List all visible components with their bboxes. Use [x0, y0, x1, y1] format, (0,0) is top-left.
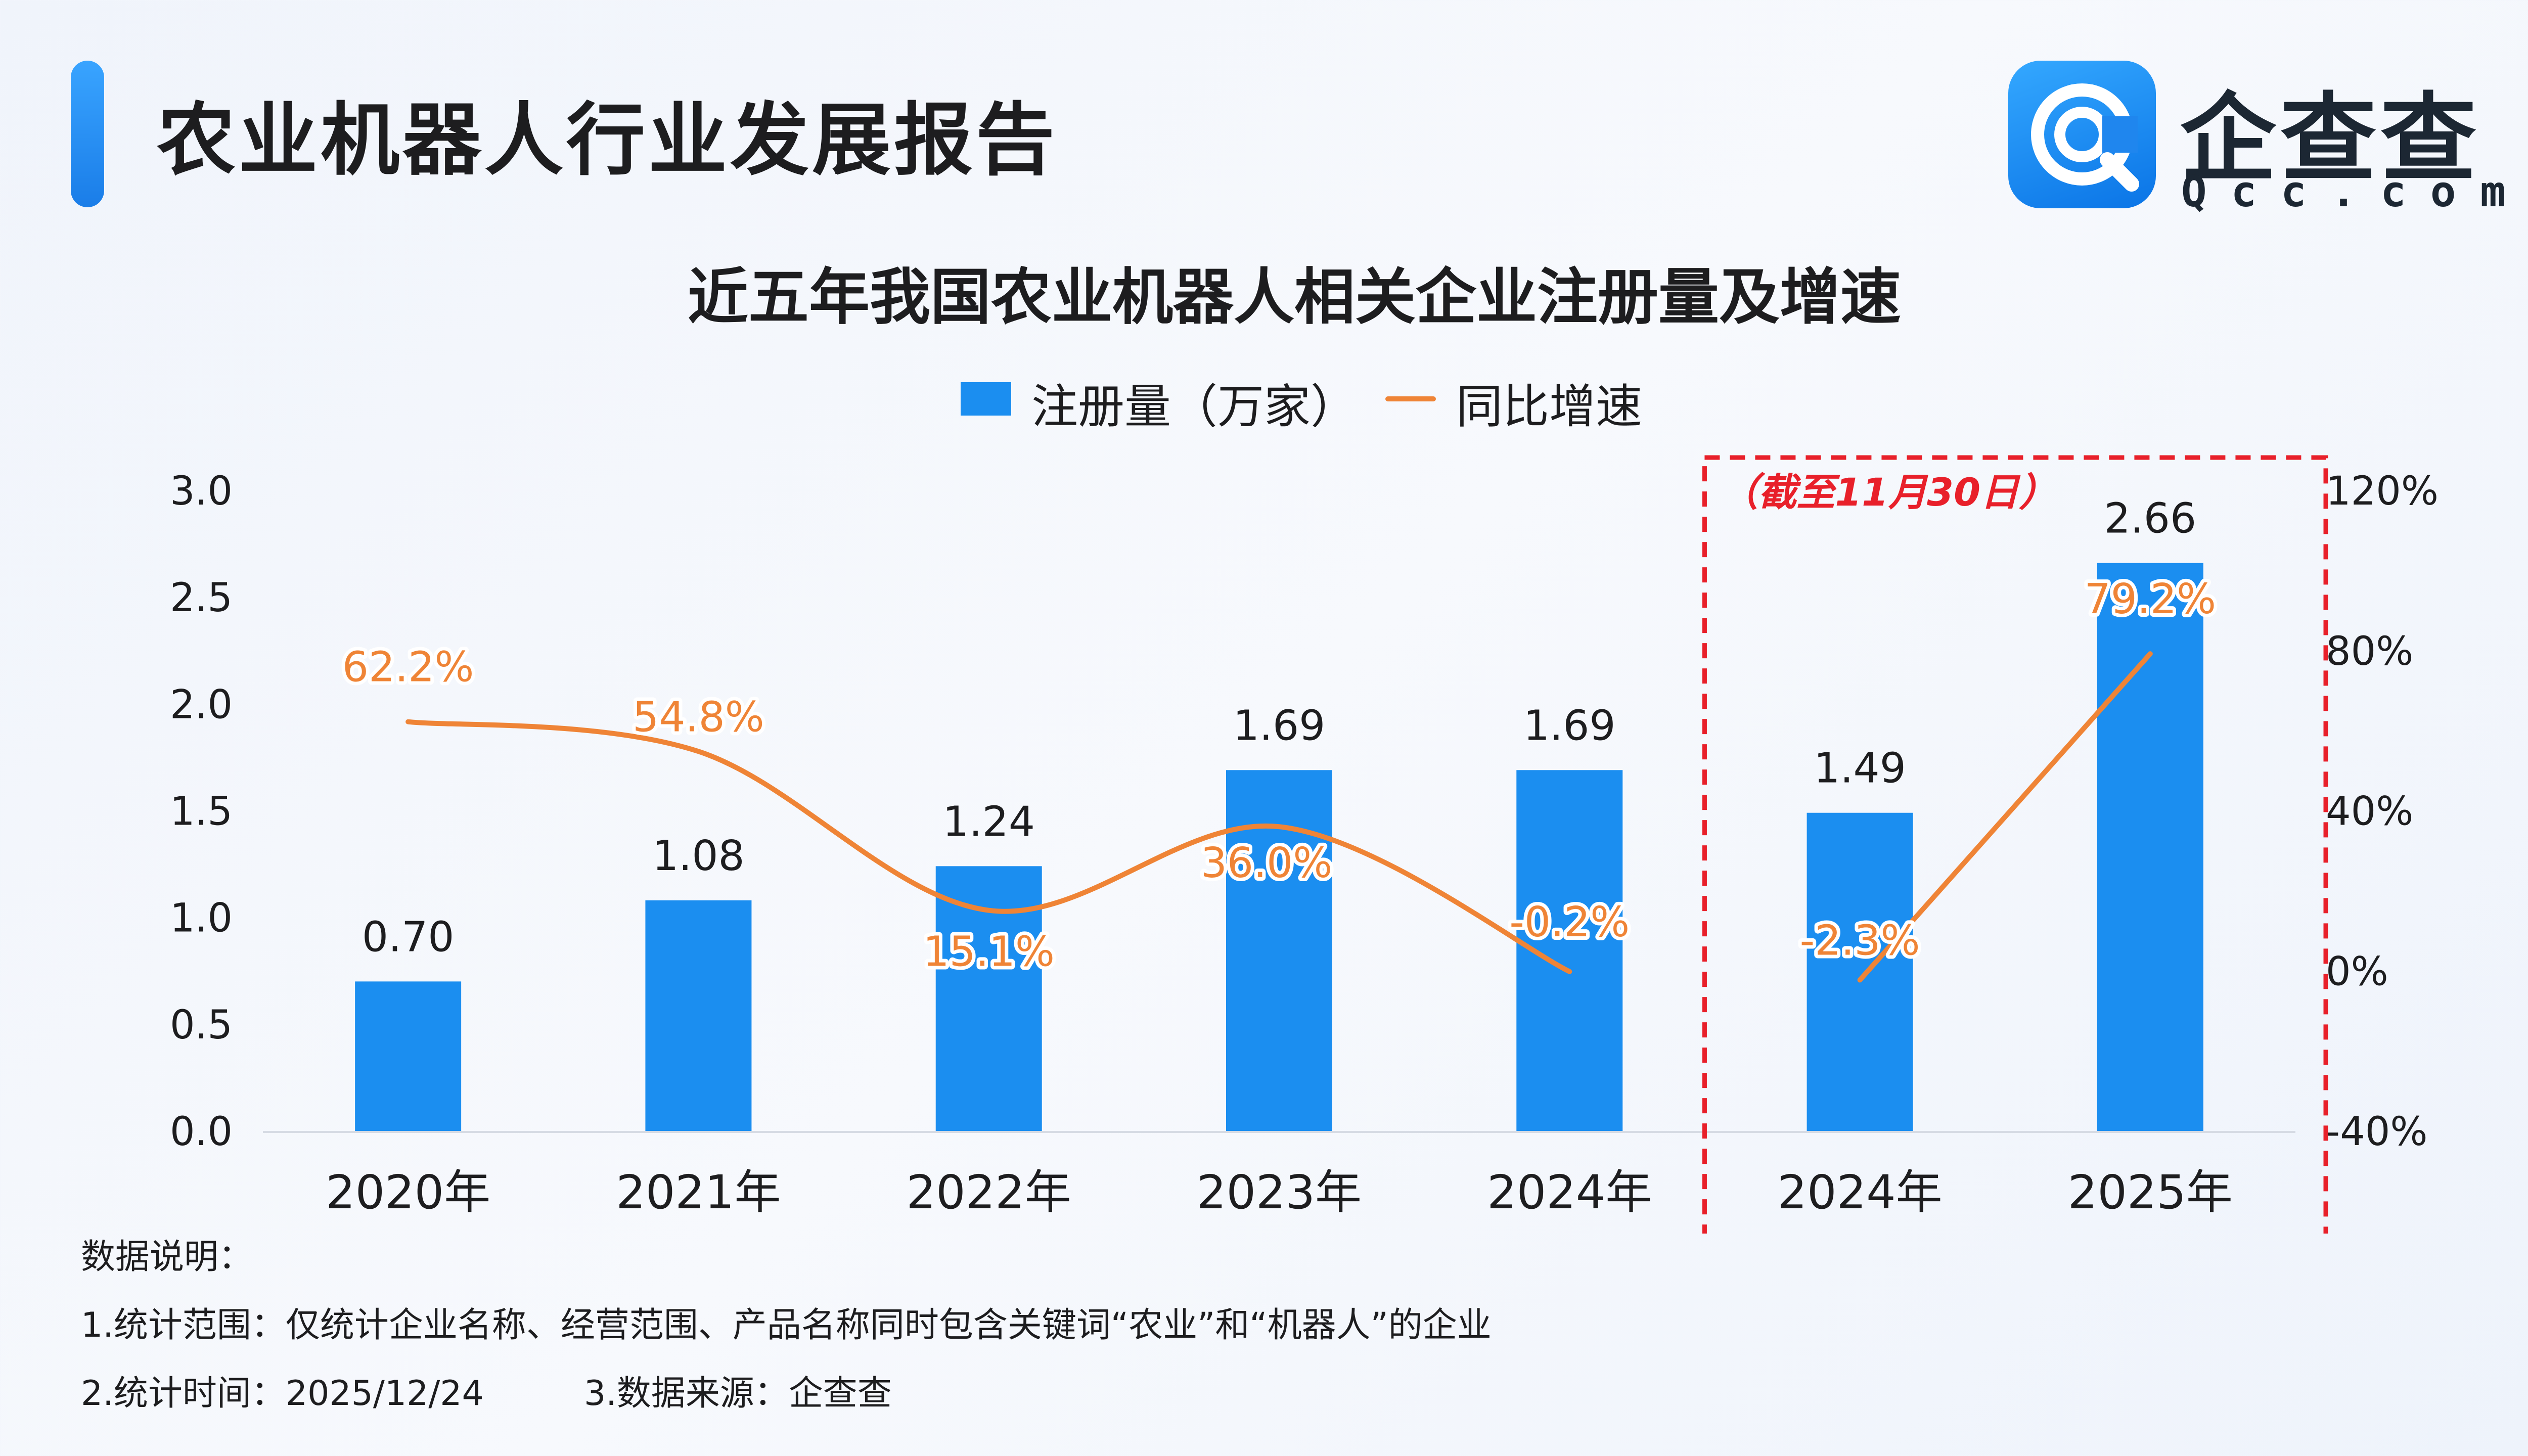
bar-value-label: 1.69: [1523, 702, 1616, 750]
y-left-tick-label: 1.0: [170, 896, 233, 941]
growth-line-segment: [405, 719, 1572, 974]
bar-value-label: 2.66: [2104, 495, 2197, 543]
bar: [2097, 563, 2203, 1131]
chart-plot: 0.0 0.5 1.0 1.5 2.0 2.5 3.0 -40% 0% 40% 80% 120% 0.7…: [170, 455, 2439, 1234]
notes-scope: 1.统计范围：仅统计企业名称、经营范围、产品名称同时包含关键词“农业”和“机器人…: [81, 1305, 1492, 1345]
y-left-tick-label: 3.0: [170, 469, 233, 514]
growth-value-label: 15.1%: [923, 928, 1055, 976]
bar-value-label: 0.70: [362, 913, 455, 961]
report-title: 农业机器人行业发展报告: [157, 94, 1058, 186]
y-left-tick-label: 0.5: [170, 1003, 233, 1048]
qcc-logo: 企查查 Qcc.com: [2008, 61, 2514, 216]
growth-line-segment: [1857, 651, 2153, 983]
growth-value-label: -2.3%: [1800, 917, 1920, 965]
highlight-box: [1702, 455, 2328, 1234]
growth-value-label: 54.8%: [633, 693, 764, 741]
notes-heading: 数据说明：: [81, 1237, 253, 1277]
bar: [1807, 812, 1913, 1131]
x-tick-label: 2020年: [326, 1165, 490, 1219]
x-tick-label: 2021年: [616, 1165, 781, 1219]
chart-legend: 注册量（万家） 同比增速: [961, 364, 1719, 434]
title-accent-bar: [71, 61, 104, 207]
bar-value-label: 1.69: [1233, 702, 1326, 750]
legend-swatch-registrations: [961, 382, 1011, 416]
y-right-tick-label: 40%: [2326, 789, 2413, 835]
qcc-logo-icon: [2008, 61, 2156, 208]
growth-value-label: 36.0%: [1201, 839, 1333, 887]
bar: [355, 981, 462, 1131]
y-left-tick-label: 2.0: [170, 682, 233, 727]
bar: [935, 866, 1042, 1131]
y-left-tick-label: 2.5: [170, 575, 233, 621]
y-right-tick-label: 80%: [2326, 629, 2413, 674]
y-left-tick-label: 0.0: [170, 1109, 233, 1155]
bar-value-label: 1.24: [942, 798, 1035, 846]
x-tick-label: 2022年: [907, 1165, 1071, 1219]
legend-label-registrations: 注册量（万家）: [1031, 380, 1358, 434]
logo-domain: Qcc.com: [2181, 167, 2528, 216]
notes-time: 2.统计时间：2025/12/24: [81, 1374, 484, 1414]
legend-swatch-growth: [1385, 396, 1436, 401]
highlight-label: （截至11月30日）: [1720, 470, 2057, 515]
x-tick-label: 2025年: [2068, 1165, 2233, 1219]
y-right-tick-label: 120%: [2326, 469, 2439, 514]
chart-title: 近五年我国农业机器人相关企业注册量及增速: [688, 262, 1901, 333]
bar: [645, 900, 752, 1131]
y-left-tick-label: 1.5: [170, 789, 233, 835]
notes-source: 3.数据来源：企查查: [584, 1374, 892, 1414]
bar-value-label: 1.49: [1814, 745, 1906, 793]
x-tick-label: 2024年: [1778, 1165, 1943, 1219]
growth-value-label: 79.2%: [2085, 575, 2217, 623]
x-tick-label: 2023年: [1197, 1165, 1362, 1219]
y-right-tick-label: 0%: [2326, 949, 2388, 994]
growth-value-label: 62.2%: [342, 644, 474, 692]
logo-name: 企查查: [2180, 83, 2481, 195]
y-right-tick-label: -40%: [2326, 1109, 2428, 1155]
x-tick-label: 2024年: [1487, 1165, 1652, 1219]
growth-value-label: -0.2%: [1509, 898, 1630, 946]
bar-value-label: 1.08: [652, 832, 745, 880]
legend-label-growth: 同比增速: [1456, 380, 1643, 434]
